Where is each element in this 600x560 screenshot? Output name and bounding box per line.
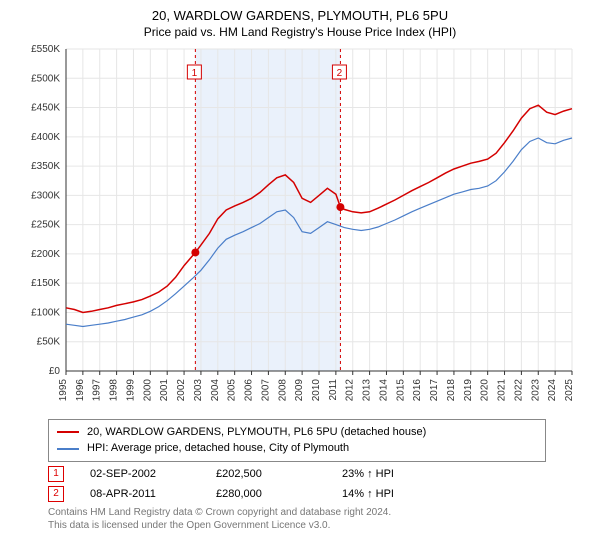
line-chart-svg: £0 £50K £100K £150K £200K £250K £300K £350K £400… (20, 43, 580, 413)
svg-text:£500K: £500K (31, 73, 60, 84)
event-price: £202,500 (216, 468, 316, 480)
chart-container: 20, WARDLOW GARDENS, PLYMOUTH, PL6 5PU P… (0, 0, 600, 560)
svg-text:2013: 2013 (362, 378, 373, 401)
svg-text:2018: 2018 (446, 378, 457, 401)
svg-text:2011: 2011 (328, 378, 339, 400)
legend-label: HPI: Average price, detached house, City… (87, 440, 349, 457)
legend-swatch (57, 431, 79, 433)
svg-text:2010: 2010 (311, 378, 322, 401)
event-marker: 2 (48, 486, 64, 502)
event-row: 1 02-SEP-2002 £202,500 23% ↑ HPI (48, 466, 548, 482)
svg-text:£200K: £200K (31, 249, 60, 260)
legend-label: 20, WARDLOW GARDENS, PLYMOUTH, PL6 5PU (… (87, 424, 426, 441)
svg-text:1995: 1995 (58, 378, 69, 401)
svg-text:£250K: £250K (31, 220, 60, 231)
svg-text:£50K: £50K (37, 337, 61, 348)
event-pct: 14% ↑ HPI (342, 488, 442, 500)
svg-text:£400K: £400K (31, 132, 60, 143)
svg-text:£300K: £300K (31, 190, 60, 201)
svg-text:2012: 2012 (345, 378, 356, 401)
svg-text:1998: 1998 (109, 378, 120, 401)
legend: 20, WARDLOW GARDENS, PLYMOUTH, PL6 5PU (… (48, 419, 546, 462)
chart-plot-area: £0 £50K £100K £150K £200K £250K £300K £350K £400… (20, 43, 580, 413)
svg-text:2008: 2008 (277, 378, 288, 401)
chart-title: 20, WARDLOW GARDENS, PLYMOUTH, PL6 5PU (0, 0, 600, 25)
svg-text:2002: 2002 (176, 378, 187, 401)
svg-text:2022: 2022 (513, 378, 524, 401)
svg-text:£450K: £450K (31, 102, 60, 113)
svg-text:1999: 1999 (125, 378, 136, 401)
event-row: 2 08-APR-2011 £280,000 14% ↑ HPI (48, 486, 548, 502)
svg-text:2021: 2021 (497, 378, 508, 401)
event-date: 02-SEP-2002 (90, 468, 190, 480)
legend-row: HPI: Average price, detached house, City… (57, 440, 537, 457)
svg-text:2024: 2024 (547, 378, 558, 401)
event-pct: 23% ↑ HPI (342, 468, 442, 480)
svg-text:2005: 2005 (227, 378, 238, 401)
svg-text:2020: 2020 (480, 378, 491, 401)
svg-text:1996: 1996 (75, 378, 86, 401)
svg-text:2025: 2025 (564, 378, 575, 401)
event-price: £280,000 (216, 488, 316, 500)
svg-text:2015: 2015 (395, 378, 406, 401)
footnote: Contains HM Land Registry data © Crown c… (48, 506, 580, 532)
event-date: 08-APR-2011 (90, 488, 190, 500)
event-marker: 1 (48, 466, 64, 482)
svg-text:2007: 2007 (260, 378, 271, 401)
svg-text:1: 1 (192, 68, 198, 79)
svg-text:2016: 2016 (412, 378, 423, 401)
chart-subtitle: Price paid vs. HM Land Registry's House … (0, 25, 600, 43)
svg-text:2001: 2001 (159, 378, 170, 401)
svg-text:£550K: £550K (31, 44, 60, 55)
svg-text:2006: 2006 (244, 378, 255, 401)
svg-text:2019: 2019 (463, 378, 474, 401)
event-list: 1 02-SEP-2002 £202,500 23% ↑ HPI 2 08-APR-201… (48, 466, 548, 502)
svg-text:2: 2 (337, 68, 343, 79)
legend-swatch (57, 448, 79, 450)
svg-text:2004: 2004 (210, 378, 221, 401)
svg-text:2017: 2017 (429, 378, 440, 401)
svg-text:2023: 2023 (530, 378, 541, 401)
svg-text:2003: 2003 (193, 378, 204, 401)
svg-text:1997: 1997 (92, 378, 103, 401)
svg-text:£150K: £150K (31, 278, 60, 289)
footnote-line2: This data is licensed under the Open Gov… (48, 519, 580, 532)
svg-text:£350K: £350K (31, 161, 60, 172)
svg-text:2009: 2009 (294, 378, 305, 401)
svg-text:£0: £0 (49, 366, 61, 377)
legend-row: 20, WARDLOW GARDENS, PLYMOUTH, PL6 5PU (… (57, 424, 537, 441)
svg-text:£100K: £100K (31, 307, 60, 318)
footnote-line1: Contains HM Land Registry data © Crown c… (48, 506, 580, 519)
svg-text:2000: 2000 (142, 378, 153, 401)
svg-text:2014: 2014 (378, 378, 389, 401)
